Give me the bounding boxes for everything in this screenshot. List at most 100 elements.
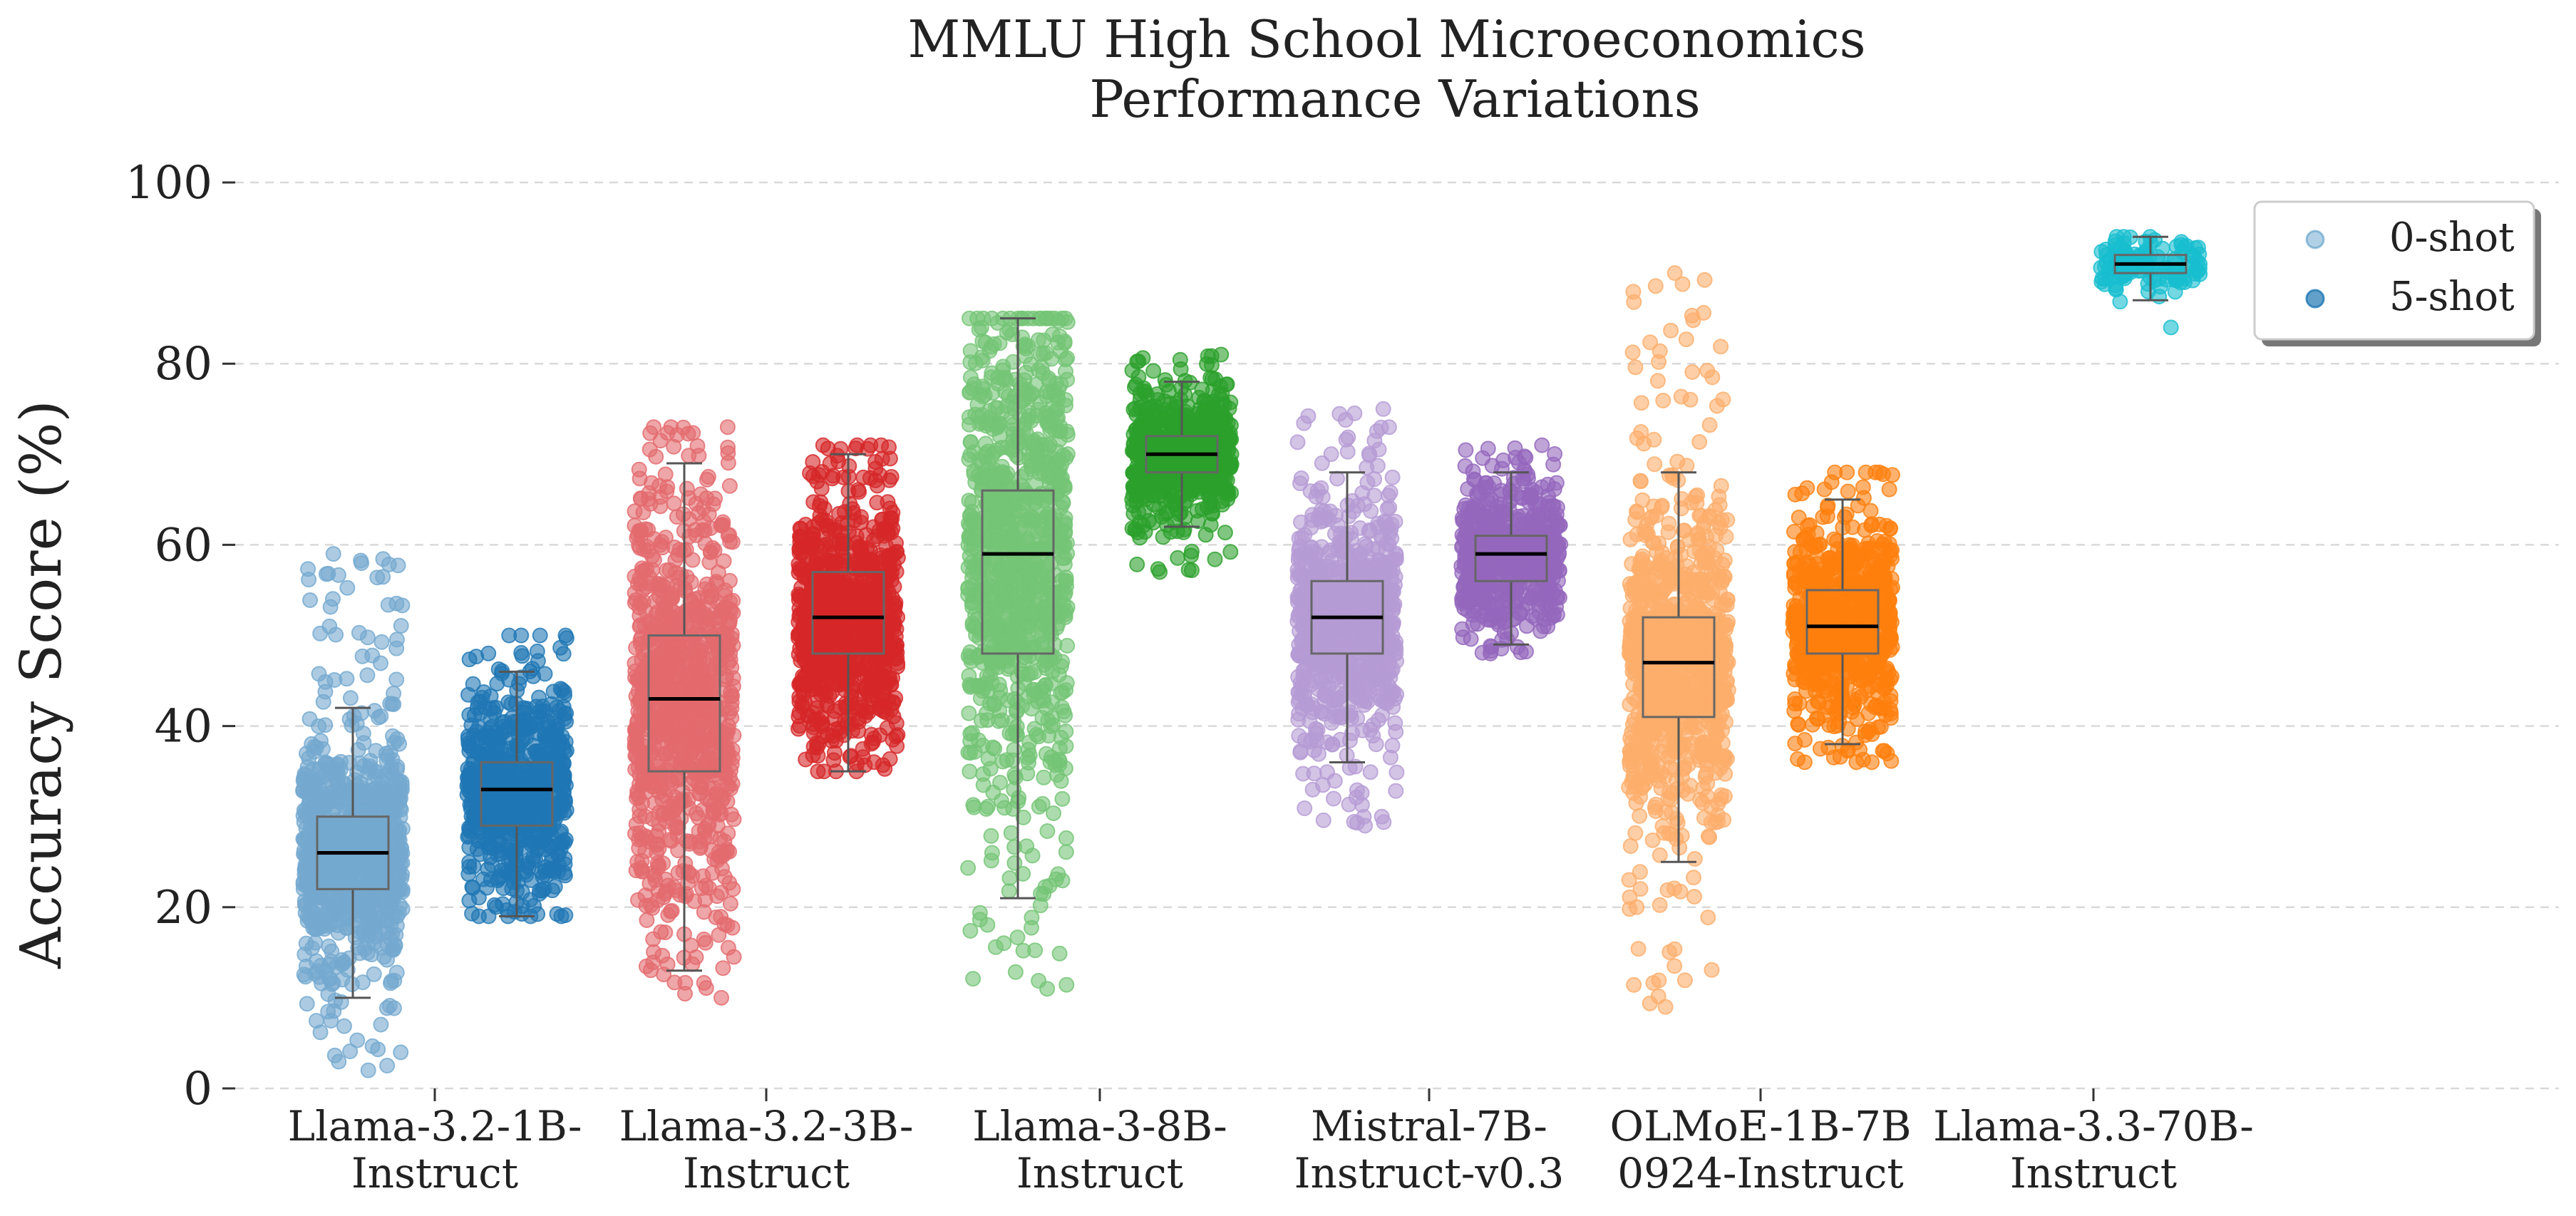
data-point	[632, 470, 648, 487]
data-point	[1711, 497, 1728, 513]
data-point	[681, 448, 697, 464]
grid-layer	[235, 181, 2559, 1090]
data-point	[1708, 527, 1724, 543]
data-point	[549, 906, 565, 922]
data-point	[1007, 964, 1024, 980]
data-point	[667, 617, 683, 633]
data-point	[1059, 427, 1076, 443]
data-point	[1661, 515, 1677, 532]
data-point	[1297, 732, 1313, 748]
data-point	[1716, 552, 1733, 569]
data-point	[1058, 844, 1074, 860]
data-point	[1009, 929, 1026, 946]
data-point	[1674, 276, 1691, 292]
data-point	[1387, 513, 1403, 530]
data-point	[1326, 790, 1341, 807]
data-point	[371, 709, 386, 726]
data-point	[1039, 823, 1056, 839]
data-point	[666, 438, 682, 455]
data-point	[660, 781, 676, 798]
data-point	[654, 947, 671, 964]
data-point	[1715, 391, 1731, 408]
data-point	[1362, 764, 1379, 780]
data-point	[1678, 331, 1694, 348]
data-point	[1029, 408, 1045, 424]
data-point	[692, 840, 709, 856]
data-point	[1295, 662, 1312, 679]
data-point	[547, 879, 563, 895]
data-point	[1384, 469, 1401, 485]
data-point	[1626, 577, 1642, 593]
data-point	[359, 667, 376, 684]
data-point	[1633, 560, 1649, 576]
data-point	[1696, 272, 1713, 288]
data-point	[1627, 359, 1644, 376]
data-point	[1315, 812, 1331, 828]
data-point	[701, 880, 717, 896]
data-point	[1652, 897, 1668, 913]
data-point	[1317, 693, 1333, 709]
data-point	[1681, 591, 1697, 607]
data-point	[711, 927, 727, 943]
data-point	[1020, 750, 1036, 766]
data-point	[351, 624, 367, 641]
data-point	[629, 854, 646, 870]
data-point	[1042, 437, 1058, 453]
data-point	[1384, 632, 1400, 649]
data-point	[657, 466, 674, 483]
data-point	[377, 780, 393, 797]
data-point	[370, 1041, 386, 1058]
data-point	[1707, 814, 1724, 830]
data-point	[302, 711, 318, 727]
data-point	[1024, 919, 1039, 936]
data-point	[1007, 724, 1024, 740]
data-point	[1706, 739, 1722, 756]
data-point	[326, 793, 342, 809]
data-point	[1686, 870, 1701, 886]
data-point	[720, 439, 736, 455]
data-point	[725, 881, 741, 897]
data-point	[978, 705, 994, 721]
data-point	[1054, 790, 1071, 807]
data-point	[342, 690, 359, 706]
data-point	[1714, 694, 1731, 711]
data-point	[1700, 910, 1716, 926]
data-point	[675, 784, 691, 800]
data-point	[1713, 478, 1729, 494]
data-point	[987, 400, 1004, 416]
data-point	[388, 671, 405, 688]
data-point	[366, 966, 382, 982]
data-point	[1337, 412, 1354, 428]
data-point	[1353, 545, 1369, 562]
data-point	[1624, 344, 1641, 361]
data-point	[1672, 883, 1689, 900]
data-point	[483, 688, 499, 704]
data-point	[1302, 713, 1318, 729]
data-point	[1629, 430, 1645, 446]
data-point	[1632, 864, 1648, 880]
data-point	[299, 908, 316, 924]
data-point	[722, 594, 738, 610]
data-point	[1036, 769, 1052, 785]
data-point	[1042, 421, 1058, 438]
data-point	[1032, 897, 1049, 914]
data-point	[308, 1013, 324, 1029]
data-point	[1297, 800, 1313, 816]
data-point	[1322, 542, 1339, 558]
data-point	[661, 562, 678, 578]
data-point	[1369, 458, 1386, 474]
data-point	[1686, 851, 1703, 867]
data-point	[974, 407, 990, 423]
data-point	[386, 735, 403, 751]
data-point	[1324, 736, 1341, 753]
data-point	[1676, 972, 1693, 989]
data-point	[696, 513, 712, 530]
data-point	[693, 486, 709, 503]
data-point	[1051, 666, 1067, 683]
data-point	[353, 890, 369, 907]
data-point	[356, 926, 372, 942]
data-point	[470, 908, 487, 924]
data-point	[1389, 686, 1405, 703]
data-point	[534, 704, 550, 720]
